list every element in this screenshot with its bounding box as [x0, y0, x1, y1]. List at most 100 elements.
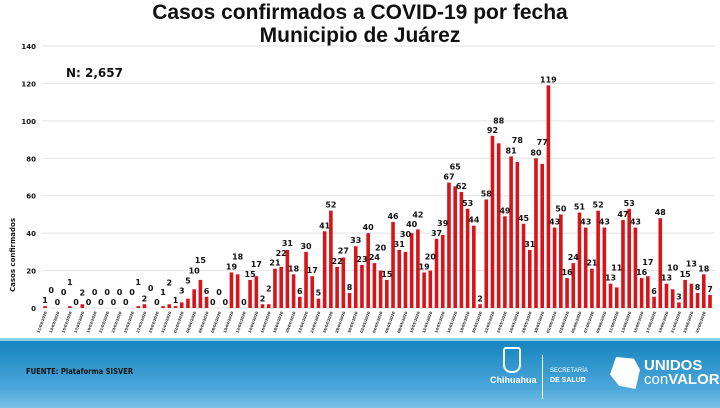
- bar: [664, 283, 669, 308]
- data-label: 30: [400, 230, 412, 239]
- bar: [583, 227, 588, 308]
- data-label: 2: [142, 294, 148, 303]
- chihuahua-logo-text: Chihuahua: [490, 375, 537, 385]
- bar: [534, 158, 538, 308]
- data-label: 41: [319, 221, 331, 230]
- data-label: 11: [611, 263, 623, 272]
- data-label: 0: [61, 288, 67, 297]
- data-label: 10: [189, 266, 201, 275]
- unidos-text: UNIDOS: [644, 357, 703, 374]
- data-label: 6: [651, 287, 657, 296]
- bar: [509, 156, 513, 308]
- bar: [304, 251, 308, 308]
- bar: [590, 268, 594, 308]
- bar: [279, 266, 283, 308]
- data-label: 0: [148, 284, 154, 293]
- data-label: 21: [586, 259, 598, 268]
- bar: [459, 191, 464, 308]
- data-label: 33: [350, 236, 361, 245]
- y-tick-label: 120: [21, 80, 36, 88]
- data-label: 31: [394, 240, 406, 249]
- data-label: 43: [549, 218, 560, 227]
- bar: [422, 272, 426, 308]
- bar: [316, 298, 321, 308]
- data-label: 13: [661, 274, 672, 283]
- source-text: FUENTE: Plataforma SISVER: [26, 367, 134, 376]
- data-label: 5: [185, 277, 191, 286]
- data-label: 47: [617, 210, 628, 219]
- data-label: 10: [667, 263, 679, 272]
- x-tick-label: 10/05/2020: [409, 311, 421, 334]
- y-tick-label: 0: [31, 305, 36, 313]
- data-label: 17: [642, 258, 653, 267]
- data-label: 53: [624, 199, 635, 208]
- data-label: 27: [338, 246, 349, 255]
- footer-banner: FUENTE: Plataforma SISVER Chihuahua SECR…: [0, 338, 720, 408]
- x-tick-label: 02/05/2020: [360, 311, 372, 334]
- bar: [260, 304, 265, 308]
- bar: [639, 278, 644, 308]
- chart-title: Casos confirmados a COVID-19 por fecha: [152, 1, 568, 24]
- data-label: 0: [98, 298, 104, 307]
- bar: [335, 266, 339, 308]
- bar: [186, 298, 190, 308]
- bar: [540, 163, 544, 308]
- data-label: 0: [117, 288, 123, 297]
- secretaria-salud-logo: SECRETARÍA DE SALUD: [550, 367, 588, 386]
- x-tick-label: 12/05/2020: [422, 311, 434, 334]
- x-tick-label: 17/06/2020: [646, 311, 658, 334]
- data-label: 0: [104, 288, 110, 297]
- bar: [409, 233, 414, 308]
- state-map-icon: [610, 357, 640, 389]
- bar: [142, 304, 147, 308]
- data-label: 62: [456, 182, 467, 191]
- bar: [248, 279, 252, 308]
- y-tick-label: 80: [26, 155, 36, 163]
- y-axis-label: Casos confirmados: [9, 218, 17, 292]
- data-label: 2: [266, 284, 272, 293]
- bar: [353, 246, 358, 308]
- data-label: 1: [173, 296, 179, 305]
- data-label: 8: [347, 283, 353, 292]
- x-tick-label: 19/03/2020: [86, 311, 98, 334]
- x-tick-label: 22/04/2020: [297, 311, 309, 334]
- x-tick-label: 04/04/2020: [186, 311, 198, 334]
- bar: [179, 302, 184, 308]
- data-label: 78: [512, 136, 524, 145]
- shield-icon: [503, 347, 521, 373]
- x-tick-label: 13/06/2020: [621, 311, 633, 334]
- data-label: 20: [375, 244, 387, 253]
- data-label: 2: [167, 278, 173, 287]
- data-label: 20: [425, 253, 437, 262]
- data-label: 0: [123, 298, 129, 307]
- data-label: 16: [561, 268, 573, 277]
- bar: [503, 216, 507, 308]
- bar: [397, 249, 402, 308]
- bar: [273, 268, 277, 308]
- bar: [347, 293, 352, 308]
- bar: [385, 279, 389, 308]
- bar: [614, 287, 619, 308]
- data-label: 15: [195, 256, 207, 265]
- x-tick-label: 15/03/2020: [61, 311, 73, 334]
- data-label: 1: [135, 278, 141, 287]
- bar: [472, 225, 476, 308]
- data-label: 0: [210, 298, 216, 307]
- data-label: 3: [676, 292, 682, 301]
- x-tick-label: 03/06/2020: [558, 311, 570, 334]
- bar: [689, 283, 694, 308]
- bar: [627, 208, 632, 308]
- x-tick-label: 30/05/2020: [534, 311, 546, 334]
- bar: [633, 227, 638, 308]
- bar: [677, 302, 681, 308]
- data-label: 48: [655, 208, 667, 217]
- bar: [161, 306, 165, 308]
- data-label: 0: [73, 298, 79, 307]
- data-label: 30: [300, 242, 312, 251]
- x-tick-label: 26/05/2020: [509, 311, 521, 334]
- data-label: 0: [111, 298, 117, 307]
- data-label: 80: [530, 148, 542, 157]
- data-label: 31: [524, 240, 536, 249]
- bar: [229, 272, 234, 308]
- bar: [198, 279, 203, 308]
